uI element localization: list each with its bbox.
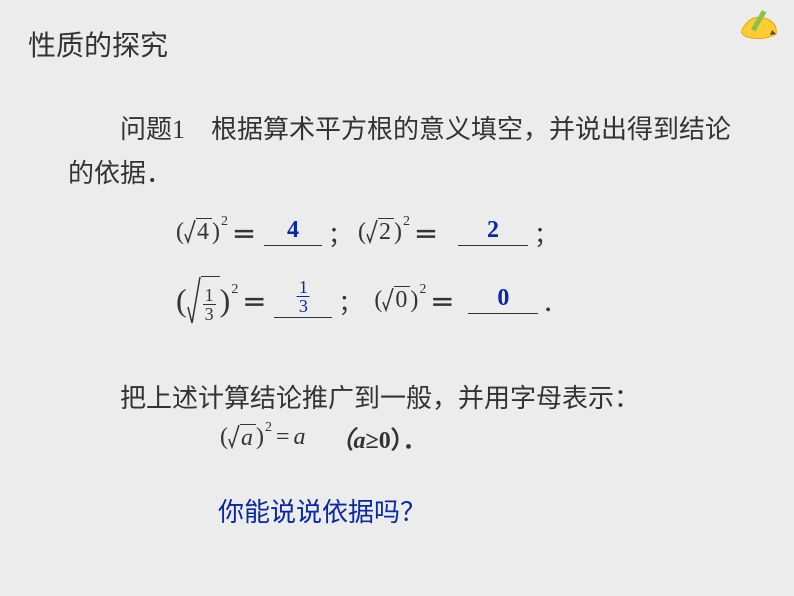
radicand-4: 4 bbox=[196, 218, 212, 246]
radicand-2: 2 bbox=[378, 218, 394, 246]
problem-intro: 问题1 根据算术平方根的意义填空，并说出得到结论的依据． bbox=[68, 108, 748, 196]
radicand-a: a bbox=[240, 424, 256, 452]
generalization-text: 把上述计算结论推广到一般，并用字母表示： bbox=[68, 378, 748, 415]
answer-blank-3: 1 3 bbox=[274, 282, 332, 318]
answer-blank-1: 4 bbox=[264, 218, 322, 246]
equation-line-1: ( 4 )2 ＝ 4 ； ( 2 )2 ＝ 2 ； bbox=[176, 212, 656, 252]
answer-blank-2: 2 bbox=[458, 218, 528, 246]
result-a: a bbox=[294, 424, 306, 451]
pencil-icon bbox=[738, 8, 782, 47]
answer-blank-4: 0 bbox=[468, 286, 538, 314]
problem-label: 问题1 bbox=[120, 115, 185, 144]
question-text: 你能说说依据吗？ bbox=[218, 492, 426, 529]
radicand-0: 0 bbox=[394, 286, 410, 314]
radicand-frac: 1 3 bbox=[203, 286, 216, 323]
equation-line-3: ( a )2 =a （a≥0）． bbox=[220, 420, 427, 455]
section-title: 性质的探究 bbox=[28, 24, 168, 64]
equation-line-2: ( 1 3 )2 ＝ 1 3 ； ( 0 )2 ＝ 0 ． bbox=[176, 270, 656, 330]
